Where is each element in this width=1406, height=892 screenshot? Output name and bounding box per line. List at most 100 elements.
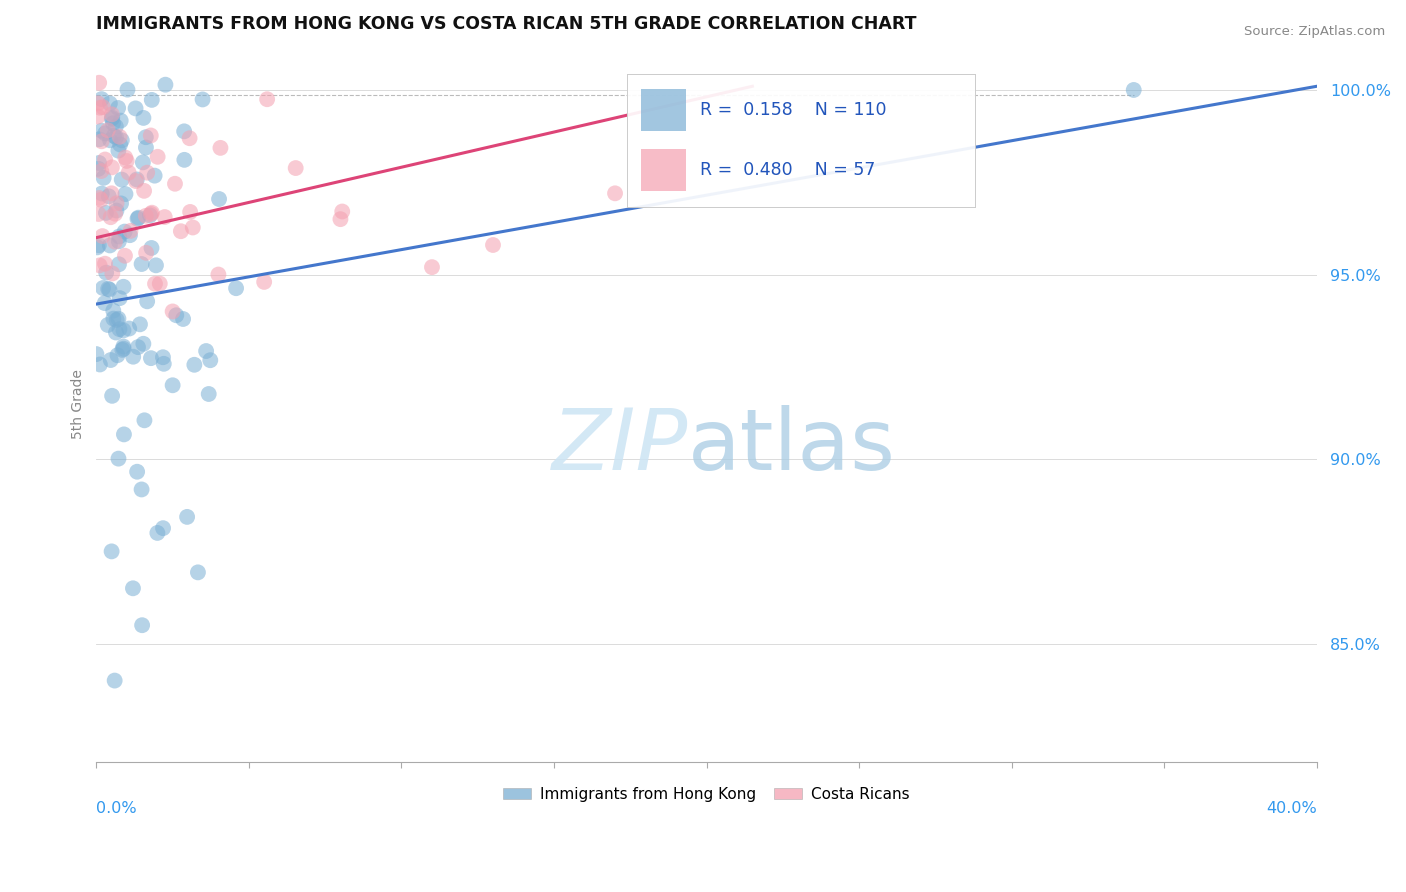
Point xyxy=(112,280,135,294)
Point xyxy=(90,186,112,201)
Point xyxy=(105,313,128,327)
Point xyxy=(112,339,135,353)
Point xyxy=(181,220,204,235)
Point xyxy=(93,170,115,185)
Point xyxy=(97,123,120,137)
Point xyxy=(162,304,184,318)
Point xyxy=(136,166,159,180)
Point xyxy=(115,153,138,168)
Point xyxy=(173,153,195,167)
Point xyxy=(98,238,121,252)
Point xyxy=(170,224,193,238)
Point xyxy=(330,204,353,219)
Point xyxy=(208,192,231,206)
Point xyxy=(101,389,124,403)
Point xyxy=(131,618,153,632)
Point xyxy=(108,322,131,336)
Point xyxy=(125,174,148,188)
Point xyxy=(107,101,129,115)
Point xyxy=(97,282,120,296)
Point xyxy=(103,311,125,326)
Point xyxy=(112,427,135,442)
Point xyxy=(86,347,108,361)
Point xyxy=(107,451,129,466)
Point xyxy=(104,326,127,340)
Point xyxy=(114,225,136,239)
Point xyxy=(104,120,127,134)
Point xyxy=(101,267,124,281)
Point xyxy=(98,283,121,297)
Point xyxy=(90,92,112,106)
Point xyxy=(91,229,114,244)
Point xyxy=(89,191,111,205)
Point xyxy=(127,465,149,479)
Point xyxy=(118,321,141,335)
Point xyxy=(163,177,186,191)
Point xyxy=(114,249,136,263)
Point xyxy=(131,483,153,497)
Point xyxy=(191,92,214,106)
Point xyxy=(143,277,166,291)
Point xyxy=(603,186,626,201)
Point xyxy=(129,318,152,332)
Point xyxy=(139,128,162,143)
Point xyxy=(89,358,111,372)
Point xyxy=(152,521,174,535)
Point xyxy=(111,133,134,147)
Text: IMMIGRANTS FROM HONG KONG VS COSTA RICAN 5TH GRADE CORRELATION CHART: IMMIGRANTS FROM HONG KONG VS COSTA RICAN… xyxy=(97,15,917,33)
Point xyxy=(225,281,247,295)
Point xyxy=(100,186,122,201)
Text: Source: ZipAtlas.com: Source: ZipAtlas.com xyxy=(1244,25,1385,38)
Point xyxy=(253,275,276,289)
Point xyxy=(141,93,163,107)
Point xyxy=(89,132,111,146)
Point xyxy=(94,127,117,141)
Point xyxy=(482,238,505,252)
Point xyxy=(94,257,117,271)
Point xyxy=(100,353,122,368)
Point xyxy=(100,211,122,225)
Point xyxy=(127,211,149,226)
Point xyxy=(100,112,122,126)
Point xyxy=(173,124,195,138)
Point xyxy=(93,296,115,310)
Point xyxy=(101,161,124,175)
Point xyxy=(162,378,184,392)
Point xyxy=(132,111,155,125)
Point xyxy=(94,206,117,220)
Point xyxy=(127,340,149,354)
Point xyxy=(134,413,156,427)
Point xyxy=(420,260,443,274)
Point xyxy=(179,205,201,219)
Point xyxy=(87,161,110,176)
Point xyxy=(107,348,129,362)
Point xyxy=(135,245,157,260)
Point xyxy=(110,196,132,211)
Point xyxy=(200,353,222,368)
Point xyxy=(183,358,205,372)
Text: 40.0%: 40.0% xyxy=(1265,801,1317,816)
Point xyxy=(139,351,162,366)
Point xyxy=(90,124,112,138)
Point xyxy=(195,344,218,359)
Point xyxy=(197,387,219,401)
Point xyxy=(187,566,209,580)
Point xyxy=(89,76,111,90)
Text: atlas: atlas xyxy=(689,405,896,488)
Point xyxy=(90,164,112,178)
Point xyxy=(111,343,134,357)
Point xyxy=(132,336,155,351)
Text: ZIP: ZIP xyxy=(553,405,689,488)
Point xyxy=(103,128,125,143)
Point xyxy=(209,141,232,155)
Legend: Immigrants from Hong Kong, Costa Ricans: Immigrants from Hong Kong, Costa Ricans xyxy=(498,780,915,808)
Text: 0.0%: 0.0% xyxy=(97,801,136,816)
Point xyxy=(145,258,167,272)
Point xyxy=(176,509,198,524)
Point xyxy=(120,224,142,238)
Point xyxy=(96,266,118,280)
Point xyxy=(141,205,163,219)
Point xyxy=(118,166,141,180)
Point xyxy=(207,268,229,282)
Point xyxy=(118,228,141,243)
